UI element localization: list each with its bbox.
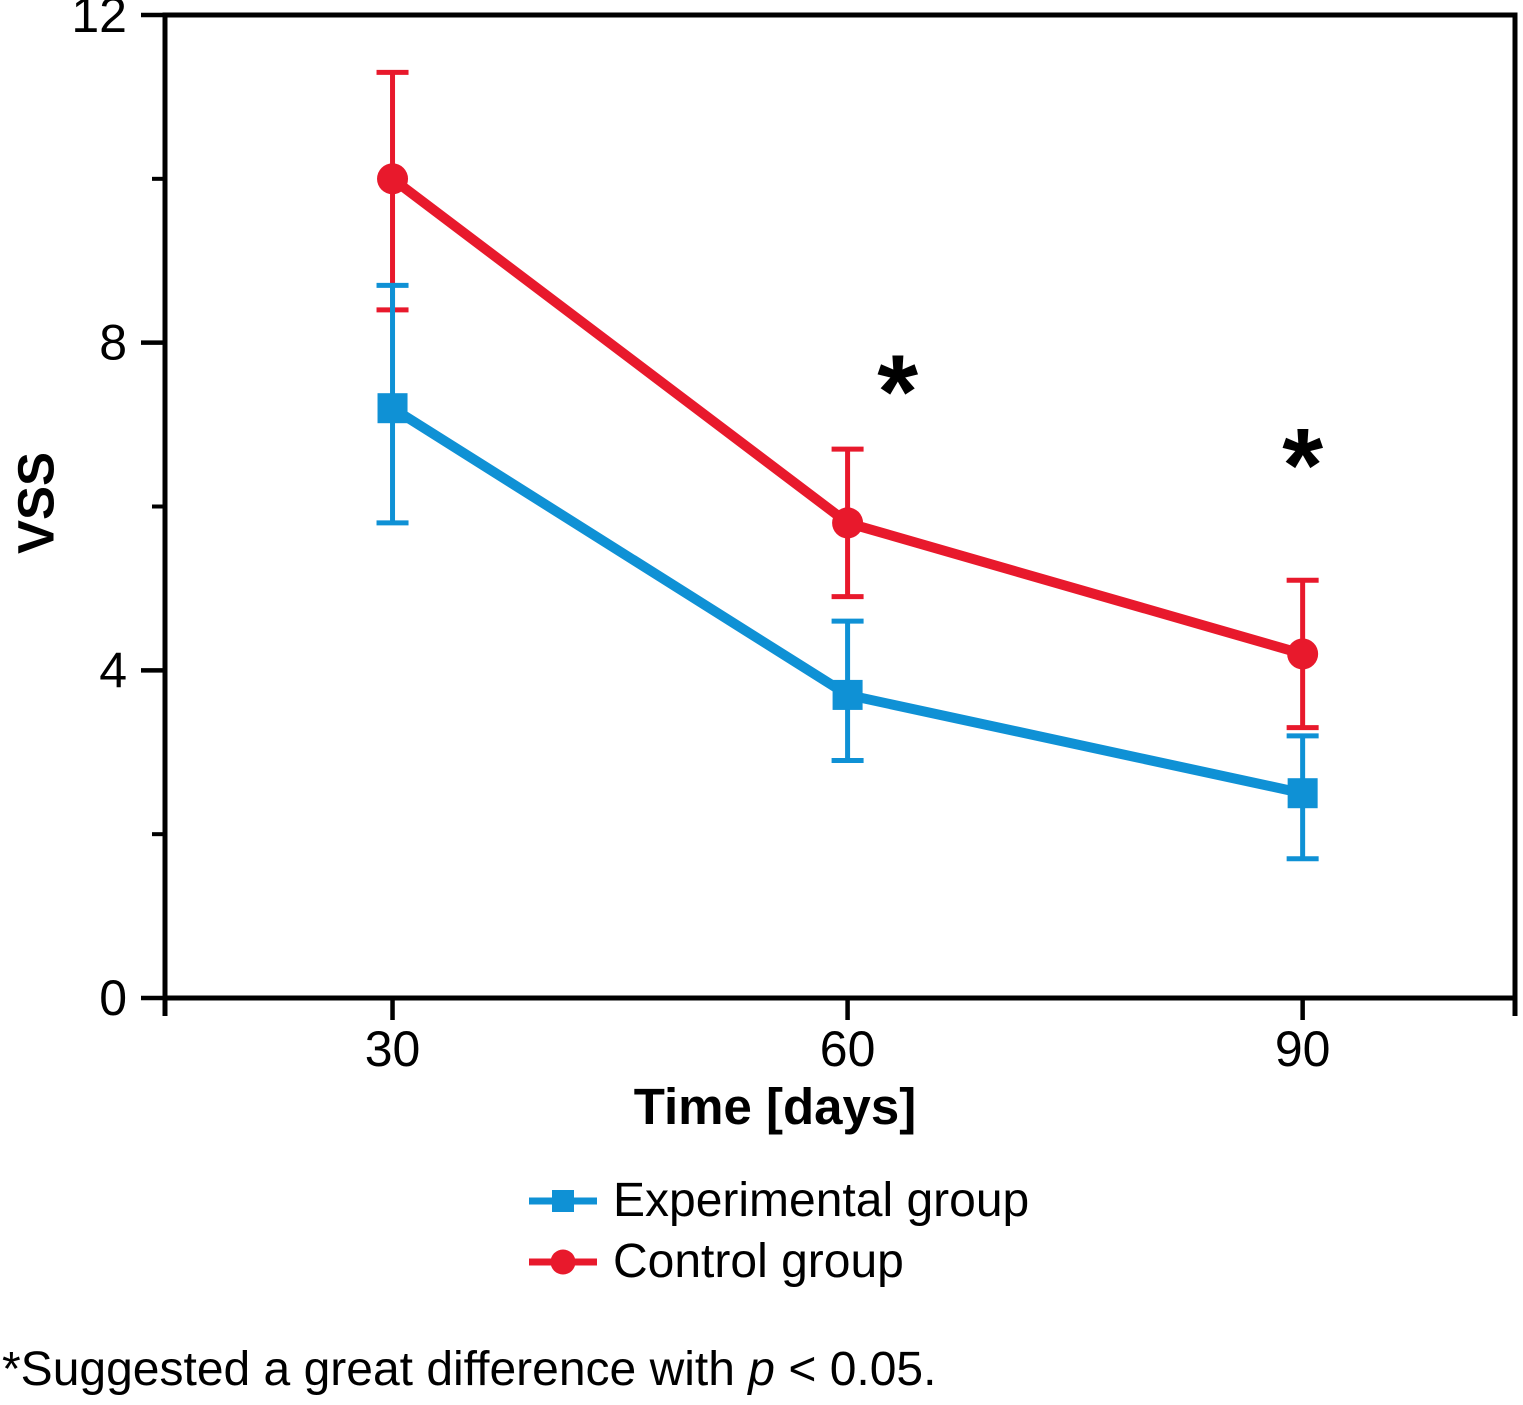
legend-circle-icon (550, 1249, 576, 1274)
footnote-text: *Suggested a great difference with (2, 1343, 749, 1396)
legend-marker-control (529, 1249, 597, 1274)
y-axis-label: VSS (7, 451, 65, 555)
legend-label-experimental: Experimental group (613, 1174, 1030, 1227)
footnote-p-symbol: p (748, 1343, 775, 1396)
x-tick-label-90: 90 (1275, 1021, 1331, 1077)
y-tick-label-8: 8 (99, 315, 127, 371)
legend-marker-experimental (529, 1189, 597, 1212)
significance-asterisk: * (1282, 407, 1323, 524)
x-tick-label-30: 30 (365, 1021, 421, 1077)
marker-circle-control (832, 507, 864, 539)
footnote-pvalue: < 0.05. (774, 1343, 937, 1396)
footnote: *Suggested a great difference with p < 0… (2, 1342, 936, 1397)
marker-square-experimental (377, 393, 408, 424)
marker-circle-control (377, 163, 409, 195)
marker-circle-control (1287, 638, 1319, 670)
legend-item-experimental: Experimental group (527, 1172, 1029, 1229)
x-tick-label-60: 60 (820, 1021, 876, 1077)
legend-square-icon (552, 1189, 574, 1212)
marker-square-experimental (1287, 778, 1318, 809)
y-tick-label-12: 12 (71, 0, 127, 43)
marker-square-experimental (832, 679, 863, 710)
legend-item-control: Control group (527, 1233, 1029, 1290)
y-tick-label-4: 4 (99, 642, 127, 698)
legend-label-control: Control group (613, 1235, 904, 1288)
legend: Experimental group Control group (527, 1172, 1029, 1290)
x-axis-label: Time [days] (633, 1078, 917, 1135)
significance-asterisk: * (877, 333, 918, 450)
y-tick-label-0: 0 (99, 970, 127, 1026)
